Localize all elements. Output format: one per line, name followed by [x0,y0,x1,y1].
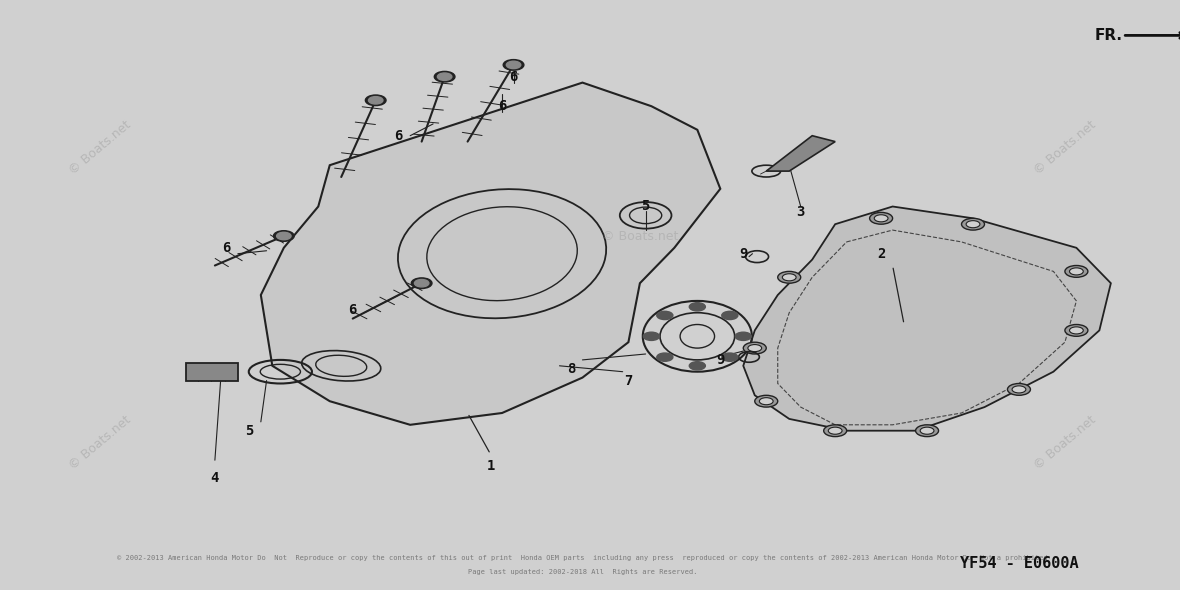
Text: 5: 5 [245,424,254,438]
Circle shape [412,278,432,289]
Circle shape [506,61,520,68]
Text: 6: 6 [394,129,402,143]
Circle shape [503,60,524,70]
Text: 1: 1 [486,459,494,473]
Circle shape [874,215,889,222]
Circle shape [748,345,761,352]
Text: Page last updated: 2002-2018 All  Rights are Reserved.: Page last updated: 2002-2018 All Rights … [467,569,697,575]
Text: © Boats.net: © Boats.net [602,230,678,242]
Polygon shape [766,136,835,171]
Text: 8: 8 [566,362,575,376]
Circle shape [743,342,766,354]
Text: 6: 6 [498,99,506,113]
Circle shape [438,73,452,80]
Circle shape [920,427,933,434]
Circle shape [778,271,801,283]
Text: © Boats.net: © Boats.net [66,413,133,472]
Polygon shape [186,363,238,381]
Text: YF54 - E0600A: YF54 - E0600A [959,556,1079,571]
Circle shape [368,97,384,104]
Text: 4: 4 [211,471,219,485]
Circle shape [274,231,294,241]
Polygon shape [743,206,1110,431]
Circle shape [755,395,778,407]
Circle shape [1069,268,1083,275]
Circle shape [276,232,291,240]
Text: 9: 9 [739,247,747,261]
Circle shape [643,332,660,340]
Circle shape [1064,266,1088,277]
Circle shape [1064,324,1088,336]
Circle shape [1069,327,1083,334]
Circle shape [1012,386,1025,393]
Text: © 2002-2013 American Honda Motor Do  Not  Reproduce or copy the contents of this: © 2002-2013 American Honda Motor Do Not … [117,555,1048,560]
Circle shape [760,398,773,405]
Circle shape [689,303,706,311]
Circle shape [366,95,386,106]
Text: 6: 6 [510,70,518,84]
Circle shape [782,274,796,281]
Polygon shape [261,83,720,425]
Circle shape [722,353,738,361]
Text: © Boats.net: © Boats.net [1031,118,1099,177]
Circle shape [414,280,428,287]
Circle shape [722,312,738,320]
Circle shape [966,221,979,228]
Text: 5: 5 [642,199,650,214]
Text: 2: 2 [877,247,885,261]
Circle shape [828,427,843,434]
Text: © Boats.net: © Boats.net [1031,413,1099,472]
Circle shape [657,312,673,320]
Text: 6: 6 [222,241,230,255]
Circle shape [824,425,847,437]
Text: 9: 9 [716,353,725,367]
Circle shape [434,71,455,82]
Circle shape [689,362,706,370]
Text: 7: 7 [624,373,632,388]
Circle shape [1008,384,1030,395]
Circle shape [962,218,984,230]
Text: 6: 6 [348,303,356,317]
Circle shape [735,332,752,340]
Circle shape [916,425,938,437]
Text: © Boats.net: © Boats.net [66,118,133,177]
Text: 3: 3 [796,205,805,219]
Text: FR.: FR. [1094,28,1122,43]
Circle shape [870,212,892,224]
Circle shape [657,353,673,361]
